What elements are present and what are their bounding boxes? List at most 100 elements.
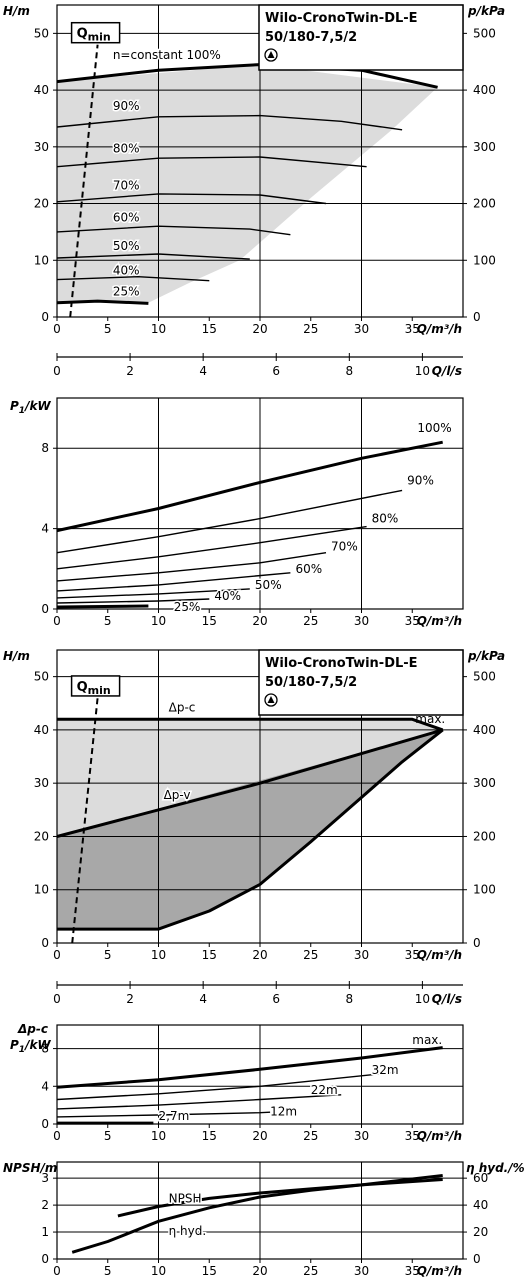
dp-v-area [57, 729, 443, 930]
y-tick-label: 40 [34, 723, 49, 737]
series-32m-label: 32m [372, 1063, 399, 1077]
y-tick-label: 20 [34, 829, 49, 843]
x-tick-label: 0 [53, 1129, 61, 1143]
y-axis-label: H/m [3, 649, 30, 663]
y-tick-label: 30 [34, 140, 49, 154]
series-max-line [56, 1046, 443, 1089]
x-tick-label: 20 [252, 1129, 267, 1143]
y2-tick-label: 100 [473, 883, 496, 897]
x-tick-label: 5 [104, 948, 112, 962]
y-tick-label: 30 [34, 776, 49, 790]
y-tick-label: 3 [41, 1171, 49, 1185]
y2-tick-label: 100 [473, 253, 496, 267]
y-tick-label: 10 [34, 253, 49, 267]
x2-tick-label: 0 [53, 364, 61, 378]
x2-tick-label: 8 [345, 992, 353, 1006]
y-axis-label-top: Δp-c [17, 1022, 48, 1036]
x-tick-label: 5 [104, 1264, 112, 1278]
x-tick-label: 0 [53, 948, 61, 962]
series-p-v-label: Δp-v [164, 788, 191, 802]
y-tick-label: 4 [41, 1079, 49, 1093]
chart-p1-q-control: 0 5 10 15 20 25 30 35 0 4 8 Q/m³/h max. 32m 22m 12m 2,7m… [10, 1022, 464, 1143]
series-50-line [56, 253, 250, 260]
series-hyd-label: η hyd. [169, 1224, 207, 1238]
wilo-logo-icon [264, 693, 278, 707]
y-tick-label: 2 [41, 1198, 49, 1212]
y-tick-label: 50 [34, 670, 49, 684]
series-80-label: 80% [372, 512, 399, 526]
qmin-label: Qmin [77, 27, 111, 44]
x-tick-label: 5 [104, 322, 112, 336]
x-tick-label: 0 [53, 1264, 61, 1278]
series-40-line [56, 276, 210, 282]
series-70-line [56, 552, 327, 582]
x-tick-label: 30 [354, 322, 369, 336]
x-tick-label: 30 [354, 1264, 369, 1278]
y2-tick-label: 300 [473, 776, 496, 790]
y2-tick-label: 0 [473, 936, 481, 950]
qmin-box [70, 21, 121, 44]
series-80-line [56, 525, 367, 570]
x-tick-label: 25 [303, 322, 318, 336]
series-40-label: 40% [214, 589, 241, 603]
y-axis-label: H/m [3, 4, 30, 18]
x-tick-label: 35 [405, 614, 420, 628]
x-tick-label: 20 [252, 322, 267, 336]
x-tick-label: 0 [53, 322, 61, 336]
series-40-label: 40% [113, 263, 140, 277]
series-25-line [56, 604, 149, 609]
series-60-line [56, 225, 291, 236]
x-axis-label: Q/m³/h [417, 1129, 462, 1143]
y2-tick-label: 40 [473, 1198, 488, 1212]
y2-tick-label: 200 [473, 829, 496, 843]
x-tick-label: 35 [405, 948, 420, 962]
series-40-line [56, 598, 210, 604]
y2-tick-label: 400 [473, 723, 496, 737]
y2-tick-label: 200 [473, 197, 496, 211]
x-axis-label: Q/m³/h [417, 1264, 462, 1278]
x-tick-label: 25 [303, 1129, 318, 1143]
series-90-label: 90% [407, 473, 434, 487]
chart-h-q-speed: 0 5 10 15 20 25 30 3501020304050010020030040050… [3, 4, 505, 378]
series-n-constant-100-label: n=constant 100% [113, 48, 221, 62]
y2-tick-label: 20 [473, 1225, 488, 1239]
x-tick-label: 15 [202, 1264, 217, 1278]
series-60-label: 60% [296, 562, 323, 576]
chart-h-q-control: 0 5 10 15 20 25 30 3501020304050010020030040050… [3, 649, 505, 1006]
x2-tick-label: 10 [415, 992, 430, 1006]
series-25-label: 25% [174, 600, 201, 614]
x-tick-label: 35 [405, 1264, 420, 1278]
x-tick-label: 0 [53, 614, 61, 628]
series-60-label: 60% [113, 211, 140, 225]
x2-tick-label: 6 [272, 992, 280, 1006]
series-100-label: 100% [417, 421, 451, 435]
x2-tick-label: 8 [345, 364, 353, 378]
y2-tick-label: 500 [473, 670, 496, 684]
y2-axis-label: p/kPa [467, 649, 505, 663]
x-tick-label: 20 [252, 948, 267, 962]
x-tick-label: 30 [354, 948, 369, 962]
dp-c-area [57, 719, 443, 837]
wilo-logo-triangle-icon [267, 696, 275, 703]
series-50-line [56, 588, 250, 599]
x-tick-label: 35 [405, 1129, 420, 1143]
series-2-7m-label: 2,7m [159, 1109, 190, 1123]
x-tick-label: 25 [303, 614, 318, 628]
y-tick-label: 0 [41, 602, 49, 616]
series-p-c-label: Δp-c [169, 700, 196, 714]
qmin-line [69, 44, 99, 318]
x2-axis-label: Q/l/s [432, 364, 462, 378]
y-tick-label: 8 [41, 441, 49, 455]
y-axis-label: NPSH/m [3, 1161, 57, 1175]
x-tick-label: 10 [151, 614, 166, 628]
series-50-label: 50% [255, 578, 282, 592]
y-axis-label: P1/kW [10, 1038, 51, 1055]
series-90-line [56, 114, 403, 131]
y-tick-label: 0 [41, 310, 49, 324]
qmin-label: Qmin [77, 680, 111, 697]
x-axis-label: Q/m³/h [417, 614, 462, 628]
x-tick-label: 20 [252, 614, 267, 628]
series-22m-line [56, 1094, 342, 1110]
x-tick-label: 15 [202, 614, 217, 628]
